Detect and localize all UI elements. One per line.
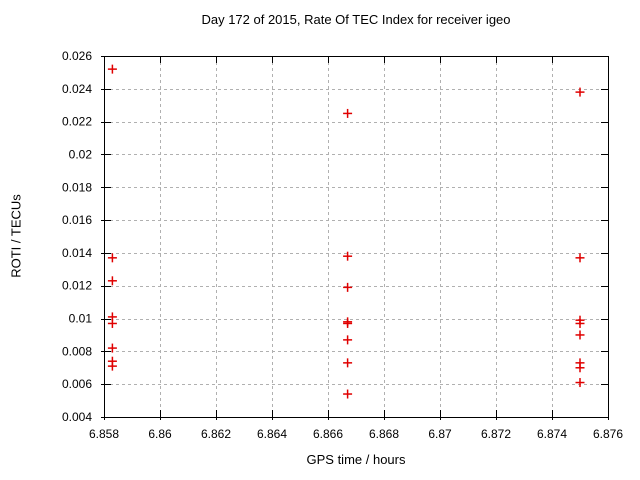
y-tick-label: 0.016	[62, 213, 92, 227]
x-tick-label: 6.874	[537, 427, 567, 441]
y-tick-label: 0.022	[62, 115, 92, 129]
x-tick-label: 6.866	[313, 427, 343, 441]
x-tick-label: 6.86	[148, 427, 172, 441]
y-tick-label: 0.008	[62, 344, 92, 358]
y-tick-label: 0.024	[62, 82, 92, 96]
plot-border	[104, 56, 609, 418]
x-tick-label: 6.87	[428, 427, 452, 441]
x-tick-label: 6.862	[201, 427, 231, 441]
y-tick-label: 0.014	[62, 246, 92, 260]
y-tick-label: 0.02	[69, 147, 93, 161]
chart-title: Day 172 of 2015, Rate Of TEC Index for r…	[201, 12, 511, 27]
x-axis-label: GPS time / hours	[306, 452, 406, 467]
y-tick-label: 0.012	[62, 279, 92, 293]
x-tick-label: 6.868	[369, 427, 399, 441]
x-tick-label: 6.876	[593, 427, 623, 441]
y-tick-label: 0.018	[62, 180, 92, 194]
x-tick-label: 6.858	[89, 427, 119, 441]
y-tick-label: 0.026	[62, 49, 92, 63]
x-tick-label: 6.864	[257, 427, 287, 441]
x-tick-label: 6.872	[481, 427, 511, 441]
y-tick-label: 0.004	[62, 410, 92, 424]
y-tick-label: 0.006	[62, 377, 92, 391]
y-tick-label: 0.01	[69, 312, 93, 326]
